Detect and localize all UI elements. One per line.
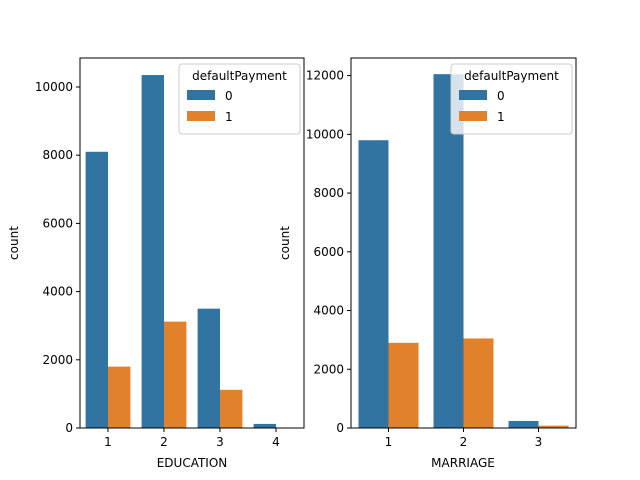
- education-ytick-label: 2000: [42, 353, 73, 367]
- marriage-legend-swatch-0: [459, 90, 487, 100]
- education-legend-swatch-1: [187, 111, 215, 121]
- marriage-bar-1-series-1: [388, 342, 419, 428]
- education-legend-label-0: 0: [225, 89, 233, 103]
- education-legend-title: defaultPayment: [192, 69, 287, 83]
- education-xtick-label: 3: [216, 435, 224, 449]
- education-chart: 0 2000 4000 6000 8000 10000 1 2 3 4 EDUCATION co…: [7, 57, 305, 470]
- marriage-bar-2-series-1: [463, 338, 494, 428]
- marriage-legend-label-1: 1: [497, 110, 505, 124]
- marriage-bar-3-series-1: [538, 425, 569, 428]
- marriage-legend: defaultPayment 0 1: [450, 63, 573, 135]
- education-yticks: 0 2000 4000 6000 8000 10000: [35, 80, 80, 435]
- marriage-xticks: 1 2 3: [385, 428, 543, 449]
- marriage-ytick-label: 4000: [313, 304, 344, 318]
- education-ytick-label: 6000: [42, 216, 73, 230]
- education-xticks: 1 2 3 4: [104, 428, 280, 449]
- education-x-axis-label: EDUCATION: [157, 456, 228, 470]
- marriage-ytick-label: 10000: [306, 127, 344, 141]
- education-axes-frame: [79, 57, 305, 429]
- education-xtick-label: 4: [272, 435, 280, 449]
- education-bar-2-series-1: [164, 321, 187, 428]
- marriage-chart: 0 2000 4000 6000 8000 10000 12000 1 2 3 MARRIAGE…: [278, 57, 577, 470]
- education-bars: [85, 75, 299, 429]
- marriage-ytick-label: 6000: [313, 245, 344, 259]
- marriage-ytick-label: 2000: [313, 362, 344, 376]
- marriage-bar-3-series-0: [508, 420, 539, 428]
- marriage-xtick-label: 3: [535, 435, 543, 449]
- marriage-legend-label-0: 0: [497, 89, 505, 103]
- marriage-yticks: 0 2000 4000 6000 8000 10000 12000: [306, 69, 351, 435]
- marriage-bar-1-series-0: [358, 140, 389, 428]
- education-y-axis-label: count: [7, 226, 21, 260]
- education-legend: defaultPayment 0 1: [178, 63, 301, 135]
- education-bar-1-series-1: [108, 366, 131, 428]
- marriage-y-axis-label: count: [278, 226, 292, 260]
- marriage-legend-title: defaultPayment: [464, 69, 559, 83]
- education-ytick-label: 4000: [42, 285, 73, 299]
- marriage-ytick-label: 8000: [313, 186, 344, 200]
- education-bar-1-series-0: [85, 151, 108, 428]
- education-bar-2-series-0: [141, 75, 164, 429]
- education-xtick-label: 2: [160, 435, 168, 449]
- education-legend-swatch-0: [187, 90, 215, 100]
- marriage-ytick-label: 0: [336, 421, 344, 435]
- marriage-xtick-label: 1: [385, 435, 393, 449]
- education-xtick-label: 1: [104, 435, 112, 449]
- education-bar-3-series-0: [197, 308, 220, 428]
- education-bar-4-series-0: [253, 423, 276, 428]
- education-bar-3-series-1: [220, 389, 243, 428]
- marriage-ytick-label: 12000: [306, 69, 344, 83]
- marriage-xtick-label: 2: [460, 435, 468, 449]
- education-ytick-label: 10000: [35, 80, 73, 94]
- marriage-x-axis-label: MARRIAGE: [431, 456, 495, 470]
- education-legend-label-1: 1: [225, 110, 233, 124]
- marriage-legend-swatch-1: [459, 111, 487, 121]
- education-ytick-label: 0: [65, 421, 73, 435]
- education-ytick-label: 8000: [42, 148, 73, 162]
